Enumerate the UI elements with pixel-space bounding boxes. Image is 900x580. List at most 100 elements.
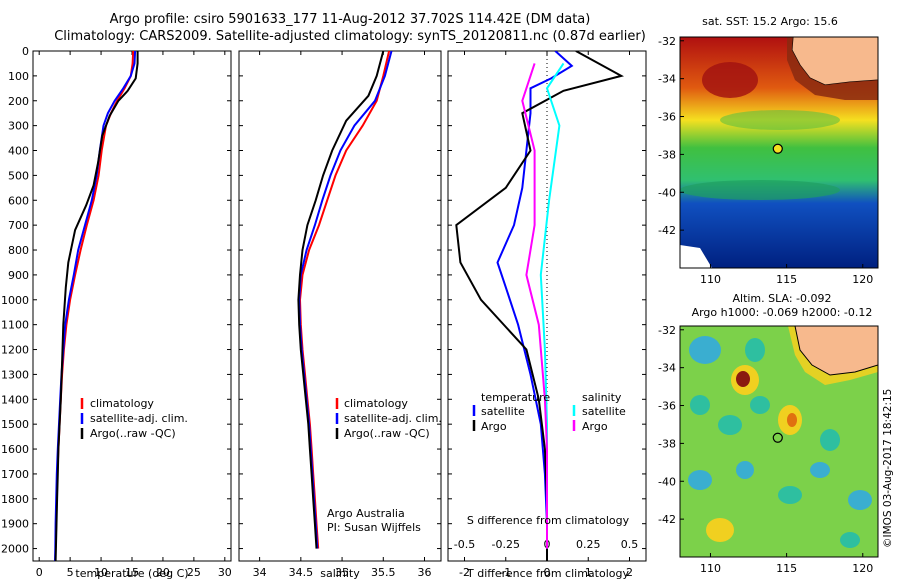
series-line-t-argo <box>455 51 624 561</box>
series-line-satellite-adj-clim- <box>298 51 393 549</box>
salinity-xlabel: salinity <box>320 567 360 580</box>
map-y-tick-label: -32 <box>658 324 676 337</box>
difference-xlabel: T difference from climatology <box>466 567 629 580</box>
temperature-axes <box>32 50 232 562</box>
legend-s-satellite: satellite <box>582 405 626 418</box>
y-tick-label: 2000 <box>1 543 29 556</box>
legend-satellite: satellite-adj. clim. <box>90 412 188 425</box>
s-tick-label: 0.25 <box>576 538 601 551</box>
legend-t-satellite: satellite <box>481 405 525 418</box>
map-x-tick-label: 120 <box>852 562 873 575</box>
y-tick-label: 100 <box>8 70 29 83</box>
legend-climatology: climatology <box>90 397 154 410</box>
y-tick-label: 1500 <box>1 418 29 431</box>
sst-map-frame <box>679 36 879 269</box>
y-tick-label: 600 <box>8 194 29 207</box>
map-x-tick-label: 115 <box>776 273 797 286</box>
y-tick-label: 700 <box>8 219 29 232</box>
x-tick-label: 36 <box>418 566 432 579</box>
series-line-t-satellite <box>496 51 574 561</box>
temperature-xlabel: temperature (deg C) <box>75 567 188 580</box>
map-x-tick-label: 110 <box>700 273 721 286</box>
legend-argo: Argo(..raw -QC) <box>90 427 176 440</box>
s-difference-label: S difference from climatology <box>467 514 630 527</box>
x-tick-label: 0 <box>544 566 551 579</box>
copyright-timestamp: ©IMOS 03-Aug-2017 18:42:15 <box>882 389 894 548</box>
x-tick-label: 30 <box>218 566 232 579</box>
series-line-argo-raw-qc- <box>54 51 139 561</box>
map-y-tick-label: -42 <box>658 513 676 526</box>
sla-argo-location-marker <box>772 432 783 443</box>
y-tick-label: 300 <box>8 120 29 133</box>
y-tick-label: 1800 <box>1 493 29 506</box>
y-tick-label: 1200 <box>1 344 29 357</box>
y-tick-label: 500 <box>8 169 29 182</box>
x-tick-label: 15 <box>125 566 139 579</box>
chart-subtitle: Climatology: CARS2009. Satellite-adjuste… <box>54 29 646 44</box>
y-tick-label: 800 <box>8 244 29 257</box>
y-tick-label: 0 <box>22 45 29 58</box>
sst-map-title: sat. SST: 15.2 Argo: 15.6 <box>702 15 838 28</box>
map-y-tick-label: -38 <box>658 148 676 161</box>
map-y-tick-label: -34 <box>658 73 676 86</box>
sla-map-subtitle: Argo h1000: -0.069 h2000: -0.12 <box>692 306 873 319</box>
map-x-tick-label: 115 <box>776 562 797 575</box>
sla-map-image <box>680 326 878 557</box>
y-tick-label: 900 <box>8 269 29 282</box>
sla-map-frame <box>679 325 879 558</box>
y-tick-label: 1000 <box>1 294 29 307</box>
y-tick-label: 400 <box>8 145 29 158</box>
series-line-argo-raw-qc- <box>297 51 385 549</box>
x-tick-label: 5 <box>67 566 74 579</box>
x-tick-label: 25 <box>187 566 201 579</box>
map-y-tick-label: -40 <box>658 475 676 488</box>
x-tick-label: -2 <box>459 566 470 579</box>
difference-legend: temperature salinity satellite Argo sate… <box>472 391 626 433</box>
y-tick-label: 1100 <box>1 319 29 332</box>
map-y-tick-label: -40 <box>658 186 676 199</box>
annotation-pi: PI: Susan Wijffels <box>327 521 421 534</box>
legend-salinity-header: salinity <box>582 391 622 404</box>
x-tick-label: 1 <box>585 566 592 579</box>
temperature-legend: climatology satellite-adj. clim. Argo(..… <box>80 397 188 440</box>
y-tick-label: 1300 <box>1 368 29 381</box>
map-y-tick-label: -38 <box>658 437 676 450</box>
series-line-satellite-adj-clim- <box>54 51 137 561</box>
x-tick-label: 34.5 <box>289 566 314 579</box>
x-tick-label: 34 <box>253 566 267 579</box>
y-tick-label: 1600 <box>1 443 29 456</box>
x-tick-label: 0 <box>36 566 43 579</box>
map-y-tick-label: -42 <box>658 224 676 237</box>
salinity-legend: climatology satellite-adj. clim. Argo(..… <box>327 397 442 534</box>
legend-satellite: satellite-adj. clim. <box>344 412 442 425</box>
y-tick-label: 200 <box>8 95 29 108</box>
x-tick-label: 10 <box>94 566 108 579</box>
map-y-tick-label: -36 <box>658 111 676 124</box>
map-x-tick-label: 110 <box>700 562 721 575</box>
sst-argo-location-marker <box>772 143 783 154</box>
x-tick-label: 35.5 <box>371 566 396 579</box>
s-tick-label: 0.5 <box>621 538 639 551</box>
legend-t-argo: Argo <box>481 420 507 433</box>
legend-temperature-header: temperature <box>481 391 550 404</box>
x-tick-label: 35 <box>335 566 349 579</box>
y-tick-label: 1700 <box>1 468 29 481</box>
chart-title: Argo profile: csiro 5901633_177 11-Aug-2… <box>109 12 591 27</box>
s-tick-label: -0.5 <box>454 538 475 551</box>
x-tick-label: -1 <box>500 566 511 579</box>
map-x-tick-label: 120 <box>852 273 873 286</box>
legend-argo: Argo(..raw -QC) <box>344 427 430 440</box>
legend-climatology: climatology <box>344 397 408 410</box>
series-line-s-argo <box>521 63 548 549</box>
y-tick-label: 1900 <box>1 518 29 531</box>
x-tick-label: 2 <box>626 566 633 579</box>
sla-map-title: Altim. SLA: -0.092 <box>732 292 831 305</box>
y-tick-label: 1400 <box>1 393 29 406</box>
annotation-argo-australia: Argo Australia <box>327 507 405 520</box>
x-tick-label: 20 <box>156 566 170 579</box>
map-y-tick-label: -36 <box>658 400 676 413</box>
s-tick-label: -0.25 <box>492 538 520 551</box>
map-y-tick-label: -32 <box>658 35 676 48</box>
salinity-axes <box>238 50 442 562</box>
